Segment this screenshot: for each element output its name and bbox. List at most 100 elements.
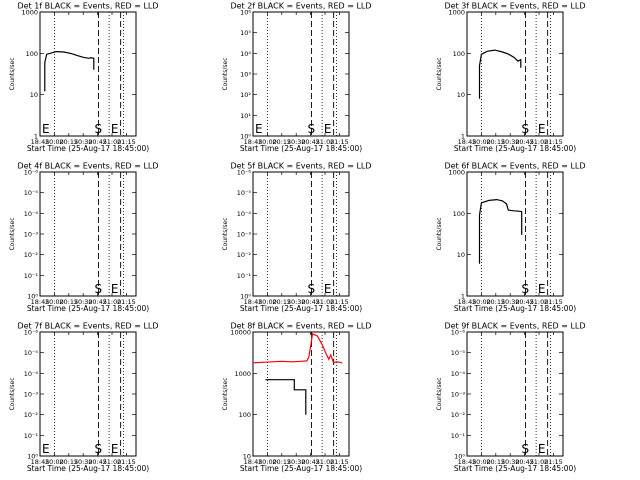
y-tick-label: 10⁻³ xyxy=(24,391,39,399)
x-tick-label: 18:45 xyxy=(244,298,263,306)
x-tick-label: 21:15 xyxy=(330,458,349,466)
y-tick-label: 1000 xyxy=(448,9,465,17)
x-tick-label: 20:15 xyxy=(272,458,291,466)
x-tick-label: 21:15 xyxy=(544,458,563,466)
y-tick-label: 10⁻¹ xyxy=(237,272,252,280)
x-tick-label: 21:00 xyxy=(316,458,335,466)
y-tick-label: 10 xyxy=(30,91,38,99)
y-tick-label: 10³ xyxy=(240,71,251,79)
end-marker-left: E xyxy=(255,122,263,136)
x-tick-label: 20:30 xyxy=(74,458,93,466)
y-axis-label: Counts/sec xyxy=(436,217,443,250)
plot-frame xyxy=(466,11,564,137)
x-tick-label: 21:00 xyxy=(530,458,549,466)
y-tick-label: 10⁰ xyxy=(240,293,251,301)
start-marker: S xyxy=(95,282,103,296)
y-axis-label: Counts/sec xyxy=(436,57,443,90)
x-tick-label: 20:15 xyxy=(486,458,505,466)
chart-panel-5: Det 5f BLACK = Events, RED = LLD18:4520:… xyxy=(222,162,372,314)
y-tick-label: 10⁻² xyxy=(24,411,39,419)
y-tick-label: 10⁻⁵ xyxy=(451,349,466,357)
x-tick-label: 18:45 xyxy=(458,298,477,306)
y-tick-label: 1 xyxy=(34,133,38,141)
y-axis-label: Counts/sec xyxy=(9,377,16,410)
start-marker: S xyxy=(522,442,530,456)
x-tick-label: 18:45 xyxy=(458,138,477,146)
end-marker: E xyxy=(324,282,332,296)
y-axis-label: Counts/sec xyxy=(222,57,229,90)
y-axis-label: Counts/sec xyxy=(436,377,443,410)
x-tick-label: 20:30 xyxy=(501,458,520,466)
y-tick-label: 100 xyxy=(26,50,38,58)
y-axis-label: Counts/sec xyxy=(9,217,16,250)
chart-panel-9: Det 9f BLACK = Events, RED = LLD 18:45 20:… xyxy=(436,322,586,474)
x-tick-label: 20:45 xyxy=(301,138,320,146)
end-marker: E xyxy=(111,282,119,296)
x-axis-label: Start Time (25-Aug-17 18:45:00) xyxy=(240,304,362,313)
x-tick-label: 20:15 xyxy=(59,298,78,306)
x-tick-label: 18:45 xyxy=(31,298,50,306)
y-tick-label: 10⁴ xyxy=(240,50,251,58)
x-tick-label: 20:45 xyxy=(301,298,320,306)
x-tick-label: 20:45 xyxy=(515,138,534,146)
x-tick-label: 20:00 xyxy=(258,138,277,146)
plot-frame xyxy=(252,331,350,457)
series-line-black xyxy=(265,379,307,415)
x-tick-label: 20:15 xyxy=(486,138,505,146)
x-axis-label: Start Time (25-Aug-17 18:45:00) xyxy=(27,464,149,473)
x-tick-label: 20:00 xyxy=(45,138,64,146)
y-tick-label: 10⁵ xyxy=(240,29,251,37)
y-axis-label: Counts/sec xyxy=(222,377,229,410)
y-tick-label: 10⁻³ xyxy=(24,231,39,239)
y-tick-label: 10⁻⁶ xyxy=(24,169,39,177)
y-tick-label: 1000 xyxy=(21,9,38,17)
y-tick-label: 10000 xyxy=(230,329,251,337)
x-tick-label: 20:00 xyxy=(472,298,491,306)
x-tick-label: 20:30 xyxy=(74,298,93,306)
x-tick-label: 21:15 xyxy=(544,298,563,306)
y-tick-label: 10⁻⁶ xyxy=(24,329,39,337)
x-tick-label: 20:00 xyxy=(45,298,64,306)
end-marker: E xyxy=(111,442,119,456)
plot-frame xyxy=(39,11,137,137)
end-marker: E xyxy=(538,282,546,296)
x-tick-label: 18:45 xyxy=(244,138,263,146)
x-tick-label: 20:00 xyxy=(258,298,277,306)
y-tick-label: 10⁻³ xyxy=(237,231,252,239)
x-axis-label: Start Time (25-Aug-17 18:45:00) xyxy=(240,144,362,153)
end-marker: E xyxy=(324,122,332,136)
start-marker: S xyxy=(95,122,103,136)
chart-panel-6: Det 6f BLACK = Events, RED = LLD18:4520:… xyxy=(436,162,586,314)
x-tick-label: 20:45 xyxy=(88,138,107,146)
x-tick-label: 21:00 xyxy=(530,298,549,306)
y-tick-label: 1 xyxy=(461,293,465,301)
x-tick-label: 20:45 xyxy=(515,458,534,466)
x-tick-label: 20:30 xyxy=(287,138,306,146)
chart-title: Det 4f BLACK = Events, RED = LLD xyxy=(17,162,158,171)
y-tick-label: 10⁻¹ xyxy=(24,272,39,280)
x-axis-label: Start Time (25-Aug-17 18:45:00) xyxy=(454,144,576,153)
chart-title: Det 8f BLACK = Events, RED = LLD xyxy=(230,322,371,331)
x-tick-label: 21:15 xyxy=(330,138,349,146)
chart-title: Det 6f BLACK = Events, RED = LLD xyxy=(444,162,585,171)
y-tick-label: 10⁰ xyxy=(240,133,251,141)
end-marker: E xyxy=(538,122,546,136)
y-tick-label: 10⁻⁵ xyxy=(237,189,252,197)
chart-title: Det 2f BLACK = Events, RED = LLD xyxy=(230,2,371,11)
y-tick-label: 10⁻² xyxy=(24,251,39,259)
y-tick-label: 10⁻² xyxy=(237,251,252,259)
end-marker: E xyxy=(538,442,546,456)
y-tick-label: 10⁻⁵ xyxy=(24,189,39,197)
y-tick-label: 100 xyxy=(453,50,465,58)
x-tick-label: 18:45 xyxy=(244,458,263,466)
x-tick-label: 20:00 xyxy=(45,458,64,466)
chart-title: Det 7f BLACK = Events, RED = LLD xyxy=(17,322,158,331)
x-tick-label: 20:30 xyxy=(501,138,520,146)
x-tick-label: 21:00 xyxy=(316,298,335,306)
chart-title: Det 9f BLACK = Events, RED = LLD xyxy=(444,322,585,331)
x-tick-label: 18:45 xyxy=(458,458,477,466)
x-tick-label: 20:00 xyxy=(472,138,491,146)
start-marker: S xyxy=(308,122,316,136)
x-tick-label: 20:45 xyxy=(515,298,534,306)
